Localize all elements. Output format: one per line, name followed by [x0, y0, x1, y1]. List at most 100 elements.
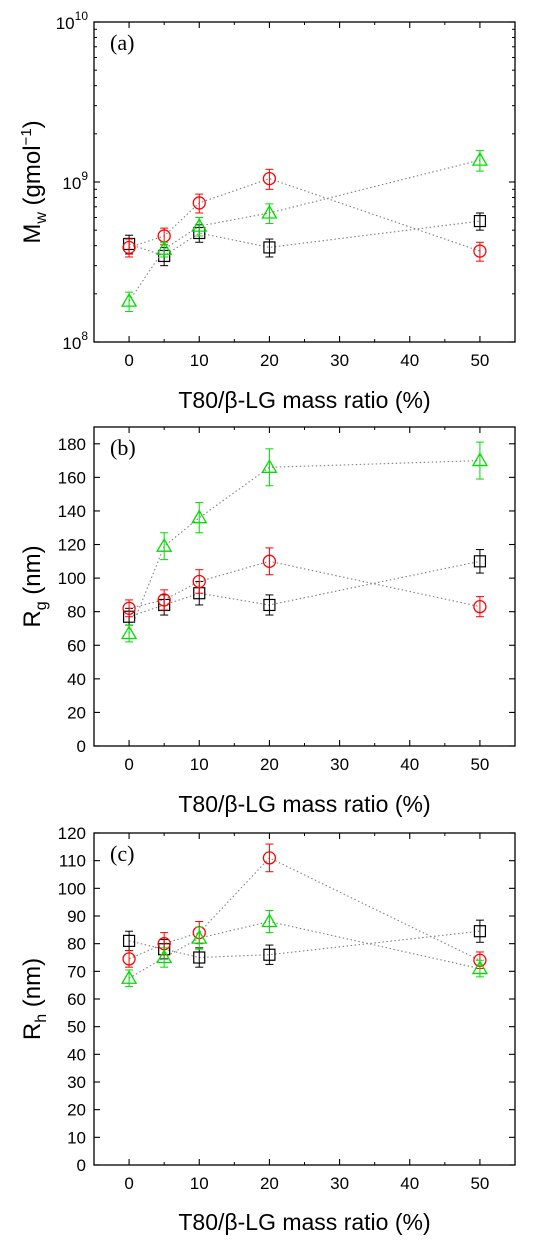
y-tick-label: 40	[67, 1045, 86, 1064]
data-point-circle	[192, 574, 206, 589]
x-tick-label: 0	[124, 351, 133, 370]
chart-panel-1: 0 10 20 30 40 50 108 109 1010 T80/β-LG mass ratio…	[18, 9, 516, 413]
data-point-circle	[122, 952, 136, 966]
x-axis-label: T80/β-LG mass ratio (%)	[178, 387, 430, 413]
x-tick-label: 20	[260, 755, 279, 774]
y-tick-label: 20	[67, 703, 86, 722]
y-tick-label: 100	[58, 569, 86, 588]
data-point-triangle	[120, 969, 138, 984]
series-square	[122, 212, 487, 267]
data-point-square	[263, 948, 276, 961]
x-tick-label: 0	[124, 755, 133, 774]
series-circle	[122, 547, 487, 618]
x-tick-label: 30	[330, 351, 349, 370]
y-tick-label: 110	[59, 852, 86, 871]
y-tick-label: 180	[58, 435, 86, 454]
x-tick-label: 40	[400, 755, 419, 774]
x-tick-label: 0	[124, 1174, 133, 1193]
y-tick-label: 120	[58, 536, 86, 555]
y-tick-label: 80	[67, 935, 86, 954]
data-point-triangle	[120, 625, 138, 640]
data-point-square	[263, 598, 276, 612]
series-connector-line	[128, 220, 480, 257]
y-tick-label: 140	[58, 502, 86, 521]
data-point-square	[473, 555, 487, 568]
x-tick-label: 40	[400, 1174, 419, 1193]
x-tick-label: 40	[400, 351, 419, 370]
data-point-circle	[262, 171, 277, 186]
panel-label: (b)	[110, 435, 136, 460]
series-connector-line	[128, 560, 481, 618]
x-tick-label: 10	[190, 351, 209, 370]
data-point-triangle	[261, 459, 278, 473]
x-axis-label: T80/β-LG mass ratio (%)	[178, 791, 430, 817]
y-tick-label: 120	[58, 824, 86, 843]
series-connector-line	[128, 857, 481, 961]
y-axis-label: Mw (gmol−1)	[18, 120, 50, 243]
chart-panel-2: 0 10 20 30 40 50 0 20 40 60 80 100 120 140 160 180 T80/β…	[19, 426, 516, 817]
y-axis-label: Rg (nm)	[19, 545, 50, 627]
data-point-circle	[473, 244, 487, 258]
y-tick-label: 30	[67, 1073, 86, 1092]
x-tick-label: 30	[330, 1174, 349, 1193]
y-tick-label: 90	[67, 907, 86, 926]
data-point-triangle	[261, 913, 278, 928]
y-tick-label: 60	[67, 636, 86, 655]
data-point-circle	[157, 593, 171, 607]
data-point-triangle	[191, 509, 208, 524]
data-point-circle	[473, 599, 487, 614]
x-tick-label: 20	[260, 351, 279, 370]
y-tick-label: 1010	[56, 9, 89, 33]
data-point-square	[473, 214, 487, 228]
series-triangle	[120, 441, 489, 643]
data-point-circle	[122, 240, 136, 255]
data-point-circle	[122, 601, 136, 615]
data-point-square	[193, 951, 206, 964]
series-connector-line	[128, 178, 481, 252]
y-axis-label: Rh (nm)	[19, 958, 50, 1040]
data-point-triangle	[191, 217, 208, 232]
data-point-square	[263, 241, 276, 254]
y-tick-label: 60	[67, 990, 86, 1009]
y-tick-label: 80	[67, 603, 86, 622]
series-square	[122, 919, 487, 968]
data-point-circle	[262, 851, 277, 865]
y-tick-label: 40	[67, 670, 86, 689]
y-tick-label: 100	[58, 879, 86, 898]
x-tick-label: 20	[260, 1174, 279, 1193]
x-tick-label: 30	[330, 755, 349, 774]
series-square	[122, 549, 487, 626]
plot-frame	[93, 832, 516, 1166]
series-triangle	[120, 150, 489, 313]
series-triangle	[120, 909, 489, 988]
data-point-circle	[192, 196, 206, 210]
y-tick-label: 0	[77, 1156, 86, 1175]
series-connector-line	[128, 460, 480, 634]
series-connector-line	[128, 560, 481, 609]
y-tick-label: 20	[67, 1101, 86, 1120]
y-tick-label: 10	[67, 1128, 86, 1147]
x-tick-label: 10	[190, 1174, 209, 1193]
y-tick-label: 70	[67, 962, 86, 981]
data-point-triangle	[120, 292, 138, 307]
plot-frame	[93, 21, 516, 343]
data-point-square	[473, 925, 487, 938]
data-point-triangle	[471, 960, 489, 975]
y-tick-label: 109	[62, 169, 88, 193]
y-tick-label: 0	[77, 737, 86, 756]
x-axis-label: T80/β-LG mass ratio (%)	[178, 1209, 430, 1235]
plot-frame	[93, 426, 516, 747]
data-point-triangle	[191, 929, 208, 944]
chart-panel-3: 0 10 20 30 40 50 0 10 20 30 40 50 60 70 80 90 100 110 120 T…	[19, 824, 516, 1235]
data-point-triangle	[471, 452, 489, 467]
data-point-triangle	[261, 204, 278, 219]
data-point-triangle	[156, 949, 173, 964]
x-tick-label: 10	[190, 755, 209, 774]
panel-label: (a)	[110, 30, 134, 55]
x-tick-label: 50	[470, 1174, 489, 1193]
y-tick-label: 108	[62, 329, 88, 353]
data-point-square	[122, 934, 136, 948]
panel-label: (c)	[110, 841, 134, 866]
data-point-triangle	[471, 151, 489, 166]
